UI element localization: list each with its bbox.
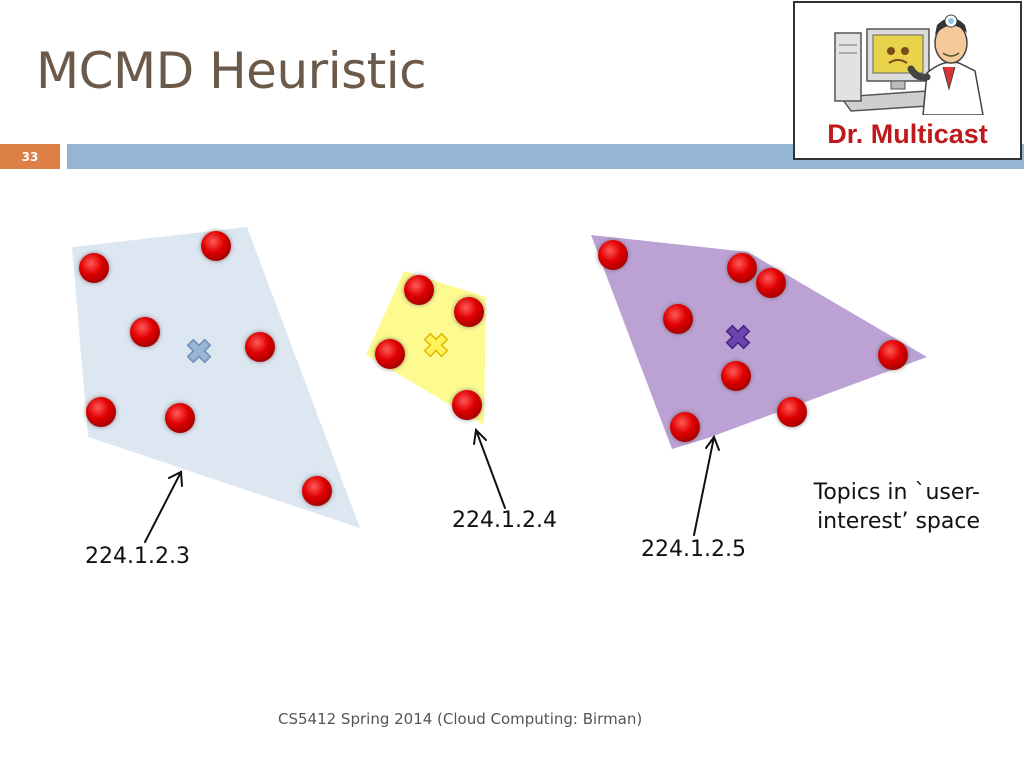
subscriber-dot bbox=[201, 231, 231, 261]
centroid-x-icon-group-2 bbox=[423, 332, 449, 358]
subscriber-dots-group-2 bbox=[375, 275, 484, 420]
group-label-224-1-2-4: 224.1.2.4 bbox=[452, 508, 557, 533]
subscriber-dot bbox=[79, 253, 109, 283]
centroid-x-icon-group-1 bbox=[186, 338, 212, 364]
subscriber-dot bbox=[245, 332, 275, 362]
subscriber-dot bbox=[598, 240, 628, 270]
arrow-group-3 bbox=[693, 436, 715, 536]
doctor-computer-illustration bbox=[834, 14, 984, 115]
subscriber-dot bbox=[756, 268, 786, 298]
subscriber-dot bbox=[670, 412, 700, 442]
subscriber-dot bbox=[404, 275, 434, 305]
subscriber-dot bbox=[454, 297, 484, 327]
arrow-group-2 bbox=[475, 429, 506, 509]
dr-multicast-logo[interactable]: Dr. Multicast bbox=[793, 1, 1022, 160]
topics-caption: Topics in `user- interest’ space bbox=[740, 478, 980, 536]
logo-caption: Dr. Multicast bbox=[827, 119, 988, 149]
arrow-head-1 bbox=[168, 470, 183, 487]
group-label-224-1-2-3: 224.1.2.3 bbox=[85, 544, 190, 569]
group-region-224-1-2-5 bbox=[591, 235, 927, 449]
arrow-group-1 bbox=[144, 471, 182, 543]
subscriber-dots-group-1 bbox=[79, 231, 332, 506]
subscriber-dot bbox=[375, 339, 405, 369]
subscriber-dot bbox=[721, 361, 751, 391]
topics-caption-line-2: interest’ space bbox=[817, 509, 980, 534]
subscriber-dot bbox=[86, 397, 116, 427]
subscriber-dot bbox=[452, 390, 482, 420]
arrow-head-2 bbox=[473, 427, 487, 445]
subscriber-dot bbox=[165, 403, 195, 433]
subscriber-dot bbox=[878, 340, 908, 370]
subscriber-dot bbox=[663, 304, 693, 334]
subscriber-dot bbox=[777, 397, 807, 427]
subscriber-dot bbox=[302, 476, 332, 506]
slide-title: MCMD Heuristic bbox=[36, 42, 427, 100]
subscriber-dots-group-3 bbox=[598, 240, 908, 442]
subscriber-dot bbox=[727, 253, 757, 283]
subscriber-dot bbox=[130, 317, 160, 347]
topics-caption-line-1: Topics in `user- bbox=[813, 480, 980, 505]
slide-footer: CS5412 Spring 2014 (Cloud Computing: Bir… bbox=[278, 710, 643, 728]
group-label-224-1-2-5: 224.1.2.5 bbox=[641, 537, 746, 562]
slide-number: 33 bbox=[0, 144, 60, 169]
centroid-x-icon-group-3 bbox=[725, 324, 751, 350]
group-region-224-1-2-3 bbox=[72, 227, 360, 528]
arrow-head-3 bbox=[705, 434, 720, 451]
